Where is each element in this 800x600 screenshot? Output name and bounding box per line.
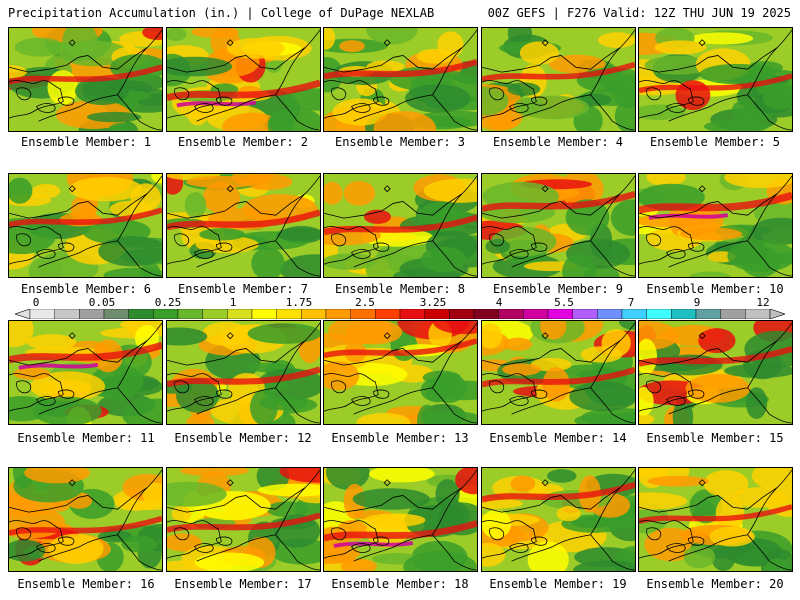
ensemble-member-label: Ensemble Member: 11 [17,431,155,445]
ensemble-member-panel [481,27,636,132]
colorbar-tick-label: 0 [32,296,40,309]
colorbar-swatch [276,309,302,319]
colorbar-swatch [449,309,475,319]
colorbar-swatch [350,309,376,319]
colorbar-swatch [745,309,771,319]
colorbar-swatch [202,309,228,319]
colorbar-tick-label: 12 [756,296,770,309]
colorbar-tick-label: 9 [693,296,701,309]
ensemble-member-panel [323,27,478,132]
colorbar-tick-label: 0.25 [154,296,182,309]
ensemble-member-panel [8,467,163,572]
colorbar-swatch [79,309,105,319]
colorbar-tick-label: 4 [495,296,503,309]
ensemble-member-label: Ensemble Member: 3 [334,135,466,149]
colorbar-tick-label: 5.5 [554,296,574,309]
colorbar-left-arrow [15,309,31,319]
colorbar-tick-label: 7 [627,296,635,309]
ensemble-member-label: Ensemble Member: 14 [489,431,627,445]
ensemble-member-panel [638,320,793,425]
ensemble-member-label: Ensemble Member: 1 [20,135,152,149]
ensemble-member-label: Ensemble Member: 2 [177,135,309,149]
colorbar-swatch [572,309,598,319]
colorbar-swatch [498,309,524,319]
colorbar-swatch [227,309,253,319]
colorbar-swatch [301,309,327,319]
colorbar-swatch [251,309,277,319]
colorbar-swatch [325,309,351,319]
ensemble-member-panel [638,173,793,278]
colorbar-swatch [177,309,203,319]
ensemble-member-label: Ensemble Member: 16 [17,577,155,591]
colorbar-swatch [597,309,623,319]
model-run-info: 00Z GEFS | F276 Valid: 12Z THU JUN 19 20… [487,6,791,20]
ensemble-member-label: Ensemble Member: 4 [492,135,624,149]
colorbar-right-arrow [769,309,785,319]
colorbar-tick-label: 1 [229,296,237,309]
ensemble-member-panel [638,467,793,572]
map-title: Precipitation Accumulation (in.) | Colle… [8,6,435,20]
colorbar [15,309,785,319]
ensemble-member-panel [166,320,321,425]
ensemble-member-panel [323,320,478,425]
colorbar-swatch [424,309,450,319]
ensemble-member-panel [8,320,163,425]
colorbar-swatch [473,309,499,319]
colorbar-tick-label: 2.5 [355,296,375,309]
colorbar-tick-label: 3.25 [419,296,447,309]
colorbar-tick-label: 1.75 [285,296,313,309]
colorbar-swatch [153,309,179,319]
ensemble-member-label: Ensemble Member: 8 [334,282,466,296]
colorbar-swatch [547,309,573,319]
ensemble-member-panel [481,320,636,425]
colorbar-tick-label: 0.05 [88,296,116,309]
ensemble-member-panel [8,27,163,132]
ensemble-member-panel [481,173,636,278]
ensemble-member-panel [166,467,321,572]
ensemble-member-label: Ensemble Member: 12 [174,431,312,445]
colorbar-swatch [375,309,401,319]
ensemble-member-panel [8,173,163,278]
ensemble-member-panel [166,173,321,278]
ensemble-member-panel [638,27,793,132]
ensemble-member-label: Ensemble Member: 13 [331,431,469,445]
ensemble-member-label: Ensemble Member: 5 [649,135,781,149]
ensemble-member-label: Ensemble Member: 10 [646,282,784,296]
ensemble-member-label: Ensemble Member: 15 [646,431,784,445]
colorbar-swatch [103,309,129,319]
colorbar-swatch [621,309,647,319]
colorbar-swatch [523,309,549,319]
ensemble-member-panel [481,467,636,572]
colorbar-swatch [128,309,154,319]
colorbar-swatch [720,309,746,319]
colorbar-swatch [646,309,672,319]
colorbar-swatch [671,309,697,319]
ensemble-member-label: Ensemble Member: 9 [492,282,624,296]
ensemble-member-panel [323,173,478,278]
colorbar-swatch [54,309,80,319]
colorbar-swatch [695,309,721,319]
colorbar-swatch [29,309,55,319]
ensemble-member-panel [323,467,478,572]
ensemble-member-panel [166,27,321,132]
ensemble-member-label: Ensemble Member: 6 [20,282,152,296]
colorbar-swatch [399,309,425,319]
ensemble-member-label: Ensemble Member: 17 [174,577,312,591]
ensemble-member-label: Ensemble Member: 19 [489,577,627,591]
ensemble-member-label: Ensemble Member: 18 [331,577,469,591]
ensemble-member-label: Ensemble Member: 7 [177,282,309,296]
ensemble-member-label: Ensemble Member: 20 [646,577,784,591]
